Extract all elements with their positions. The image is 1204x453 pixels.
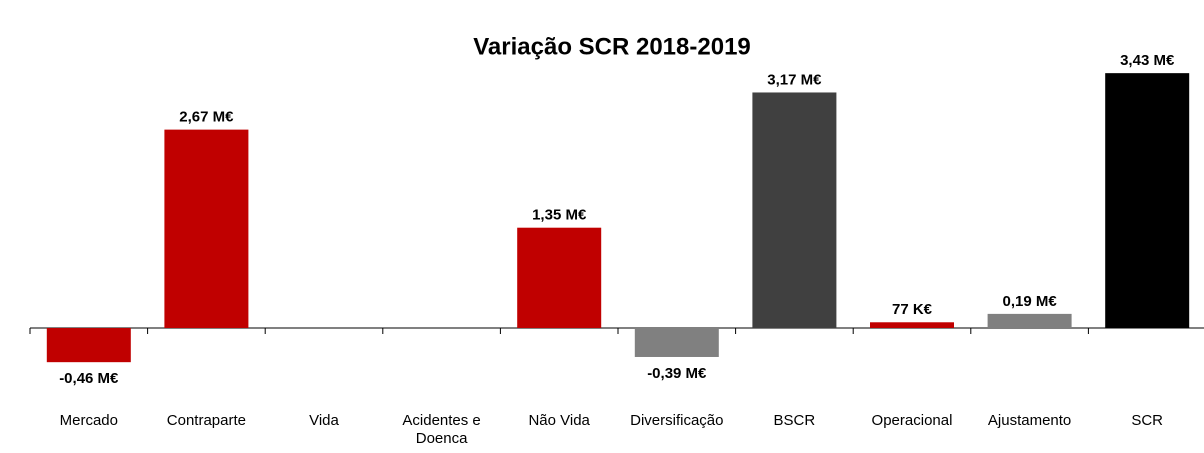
- x-tick-label: Operacional: [871, 412, 953, 429]
- x-tick-label: Vida: [309, 412, 339, 429]
- bar: [46, 328, 131, 363]
- value-label: 0,19 M€: [1002, 293, 1057, 310]
- x-tick-label: Contraparte: [166, 412, 246, 429]
- value-label: 77 K€: [892, 301, 933, 318]
- bar: [517, 227, 602, 328]
- value-label: 1,35 M€: [532, 207, 587, 224]
- x-tick-label: Diversificação: [630, 412, 724, 429]
- bar: [987, 313, 1072, 328]
- x-tick-label: Ajustamento: [987, 412, 1072, 429]
- bar: [164, 129, 249, 328]
- chart-title: Variação SCR 2018-2019: [473, 33, 751, 60]
- x-tick-label: Acidentes e Doenca: [402, 412, 481, 447]
- value-label: 2,67 M€: [179, 109, 234, 126]
- value-label: -0,46 M€: [59, 370, 119, 387]
- x-tick-label: Mercado: [59, 412, 118, 429]
- value-label: 3,43 M€: [1120, 52, 1175, 69]
- bar: [752, 92, 837, 329]
- x-tick-label: Não Vida: [528, 412, 590, 429]
- bar: [1105, 73, 1190, 328]
- value-label: 3,17 M€: [767, 71, 822, 88]
- x-tick-label: BSCR: [773, 412, 816, 429]
- bar: [634, 328, 719, 357]
- value-label: -0,39 M€: [647, 365, 707, 382]
- bar: [870, 322, 954, 328]
- x-tick-label: SCR: [1131, 412, 1164, 429]
